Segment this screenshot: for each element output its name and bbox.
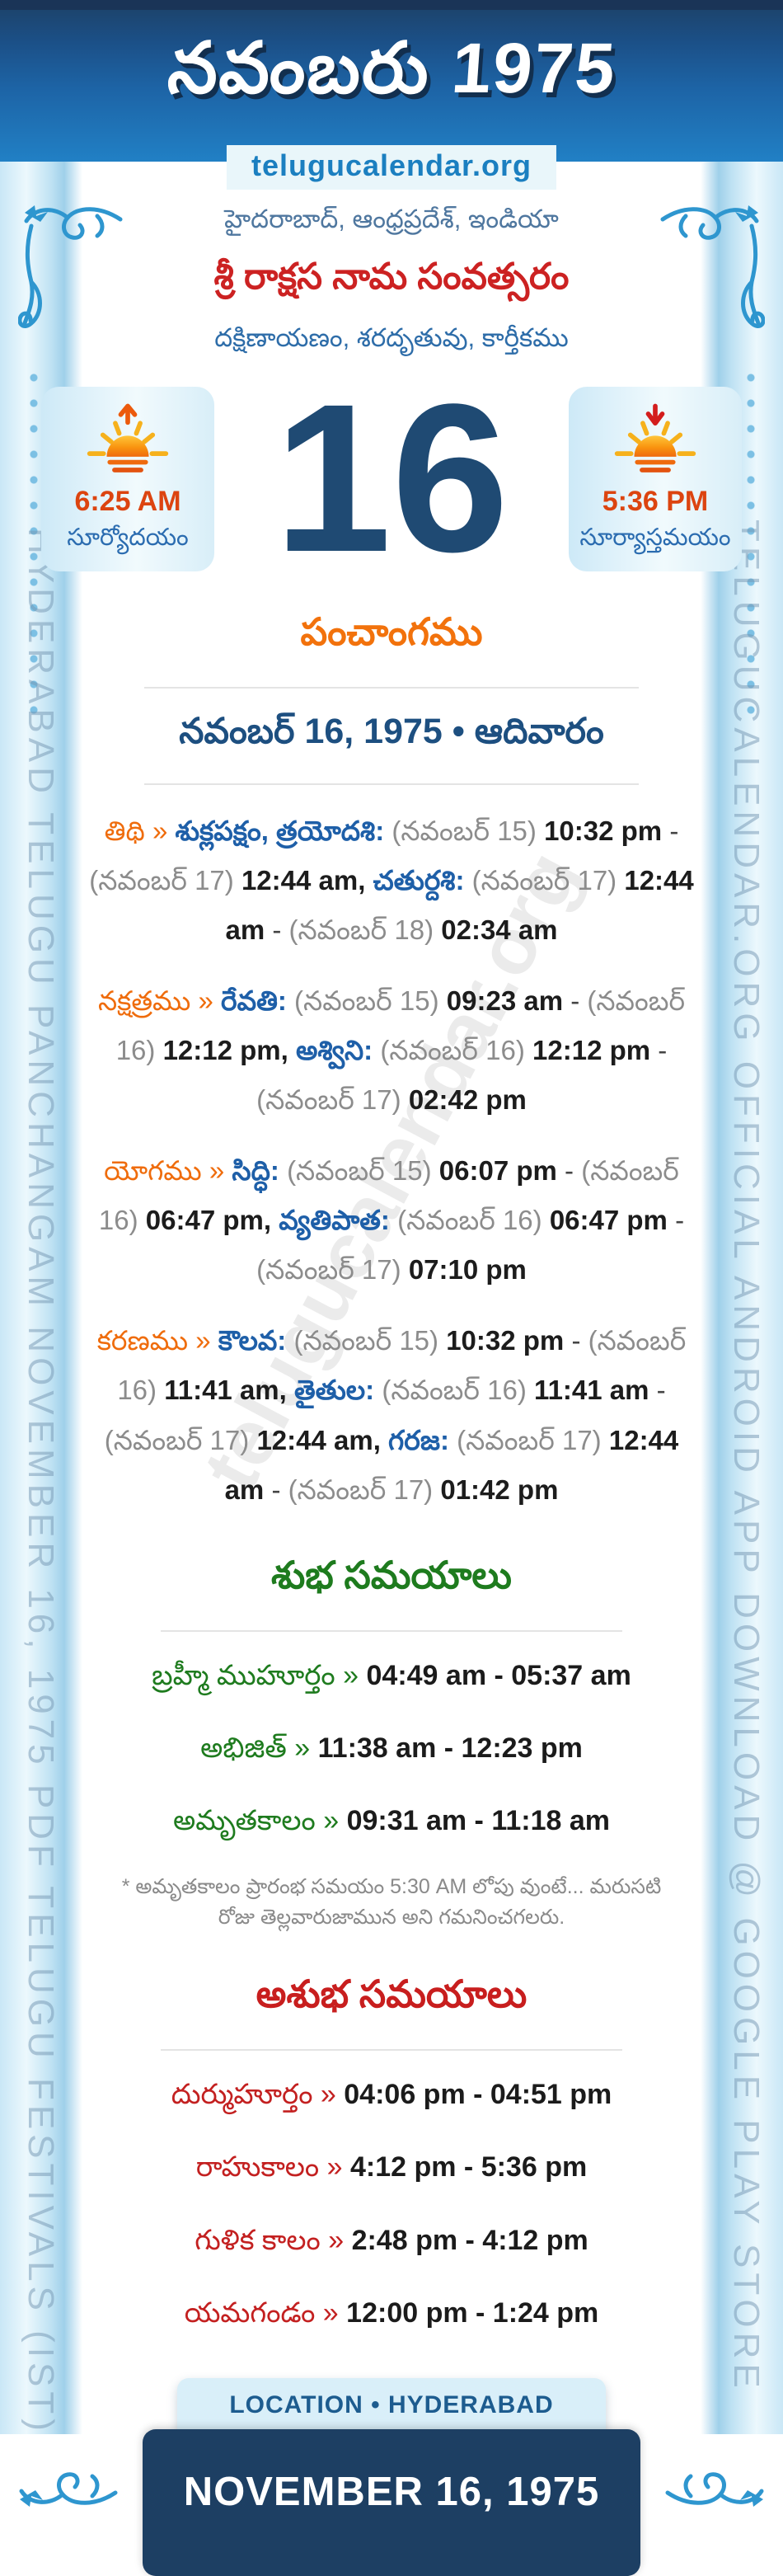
divider bbox=[161, 2048, 622, 2051]
karanam-label: కరణము bbox=[96, 1325, 189, 1356]
panchang-item-karanam: కరణము » కౌలవ: (నవంబర్ 15) 10:32 pm - (నవ… bbox=[89, 1316, 694, 1514]
sunset-icon bbox=[614, 403, 696, 472]
ashubha-time: 04:06 pm - 04:51 pm bbox=[344, 2078, 612, 2110]
shubha-heading: శుభ సమయాలు bbox=[271, 1553, 512, 1596]
left-margin-caption: HYDERABAD TELUGU PANCHANGAM NOVEMBER 16,… bbox=[21, 528, 61, 2436]
sunrise-label: సూర్యోదయం bbox=[67, 524, 189, 551]
panchangam-date-line: నవంబర్ 16, 1975 • ఆదివారం bbox=[179, 712, 604, 751]
shubha-label: బ్రహ్మీ ముహూర్తం bbox=[152, 1659, 335, 1691]
separator: » bbox=[328, 2224, 345, 2256]
separator: » bbox=[326, 2151, 343, 2183]
ashubha-item: దుర్ముహూర్తం » 04:06 pm - 04:51 pm bbox=[82, 2072, 701, 2117]
sunset-time: 5:36 PM bbox=[602, 485, 709, 517]
divider bbox=[144, 783, 639, 785]
yogam-label: యోగము bbox=[104, 1155, 202, 1187]
separator: » bbox=[343, 1659, 359, 1691]
sunrise-card: 6:25 AM సూర్యోదయం bbox=[41, 387, 214, 571]
corner-flourish-icon bbox=[660, 205, 765, 328]
tithi-label: తిథి bbox=[104, 816, 145, 846]
panchang-item-yogam: యోగము » సిద్ధి: (నవంబర్ 15) 06:07 pm - (… bbox=[89, 1146, 694, 1295]
sunrise-icon bbox=[87, 403, 169, 472]
panchang-item-nakshatram: నక్షత్రము » రేవతి: (నవంబర్ 15) 09:23 am … bbox=[89, 976, 694, 1125]
amrutakalam-note: * అమృతకాలం ప్రారంభ సమయం 5:30 AM లోపు వుం… bbox=[121, 1874, 662, 1930]
separator: » bbox=[320, 2078, 336, 2110]
shubha-label: అభిజిత్ bbox=[200, 1732, 287, 1764]
site-link[interactable]: telugucalendar.org bbox=[226, 145, 557, 190]
separator: » bbox=[209, 1155, 225, 1187]
page-title: నవంబరు 1975 bbox=[165, 29, 619, 108]
header-banner: నవంబరు 1975 bbox=[0, 0, 783, 162]
dotted-border bbox=[747, 373, 755, 727]
separator: » bbox=[322, 2296, 339, 2329]
ashubha-time: 2:48 pm - 4:12 pm bbox=[351, 2224, 588, 2256]
shubha-time: 09:31 am - 11:18 am bbox=[346, 1805, 610, 1837]
date-number: 16 bbox=[274, 360, 509, 597]
ashubha-time: 12:00 pm - 1:24 pm bbox=[346, 2296, 599, 2329]
footer-date-bar: NOVEMBER 16, 1975 bbox=[143, 2429, 640, 2576]
samvatsaram-line: శ్రీ రాక్షస నామ సంవత్సరం bbox=[213, 256, 570, 297]
day-row: 6:25 AM సూర్యోదయం 16 5 bbox=[41, 360, 742, 597]
ashubha-label: యమగండం bbox=[184, 2296, 316, 2329]
ashubha-label: దుర్ముహూర్తం bbox=[171, 2078, 313, 2110]
dotted-border bbox=[30, 373, 38, 727]
shubha-label: అమృతకాలం bbox=[173, 1805, 316, 1837]
shubha-item: బ్రహ్మీ ముహూర్తం » 04:49 am - 05:37 am bbox=[82, 1653, 701, 1698]
corner-flourish-icon bbox=[18, 205, 123, 328]
nakshatram-value: రేవతి: (నవంబర్ 15) 09:23 am - (నవంబర్ 16… bbox=[115, 985, 686, 1116]
main-content: హైదరాబాద్, ఆంధ్రప్రదేశ్, ఇండియా శ్రీ రాక… bbox=[41, 183, 742, 2576]
divider bbox=[144, 687, 639, 689]
sunset-label: సూర్యాస్తమయం bbox=[579, 524, 731, 551]
shubha-time: 11:38 am - 12:23 pm bbox=[317, 1732, 583, 1764]
ashubha-item: రాహుకాలం » 4:12 pm - 5:36 pm bbox=[82, 2145, 701, 2189]
right-margin-caption: TELUGUCALENDAR.ORG OFFICIAL ANDROID APP … bbox=[726, 519, 767, 2393]
footer: LOCATION • HYDERABAD NOVEMBER 16, 1975 bbox=[82, 2378, 701, 2576]
ayana-line: దక్షిణాయణం, శరదృతువు, కార్తీకము bbox=[214, 323, 569, 352]
shubha-item: అభిజిత్ » 11:38 am - 12:23 pm bbox=[82, 1726, 701, 1770]
nakshatram-label: నక్షత్రము bbox=[97, 985, 191, 1017]
divider bbox=[161, 1629, 622, 1632]
separator: » bbox=[294, 1732, 311, 1764]
ashubha-item: గుళిక కాలం » 2:48 pm - 4:12 pm bbox=[82, 2218, 701, 2263]
sunrise-time: 6:25 AM bbox=[74, 485, 181, 517]
panchangam-heading: పంచాంగము bbox=[300, 610, 483, 653]
separator: » bbox=[152, 816, 168, 846]
separator: » bbox=[195, 1325, 211, 1356]
separator: » bbox=[323, 1805, 340, 1837]
yogam-value: సిద్ధి: (నవంబర్ 15) 06:07 pm - (నవంబర్ 1… bbox=[98, 1155, 685, 1286]
separator: » bbox=[198, 985, 213, 1017]
flourish-leaf bbox=[25, 205, 48, 222]
ashubha-item: యమగండం » 12:00 pm - 1:24 pm bbox=[82, 2291, 701, 2335]
ashubha-label: రాహుకాలం bbox=[195, 2151, 320, 2183]
karanam-value: కౌలవ: (నవంబర్ 15) 10:32 pm - (నవంబర్ 16)… bbox=[104, 1325, 687, 1505]
location-line: హైదరాబాద్, ఆంధ్రప్రదేశ్, ఇండియా bbox=[224, 204, 559, 233]
tithi-value: శుక్లపక్షం, త్రయోదశి: (నవంబర్ 15) 10:32 … bbox=[89, 816, 694, 946]
panchang-item-tithi: తిథి » శుక్లపక్షం, త్రయోదశి: (నవంబర్ 15)… bbox=[89, 806, 694, 955]
ashubha-label: గుళిక కాలం bbox=[195, 2224, 321, 2256]
shubha-time: 04:49 am - 05:37 am bbox=[366, 1659, 631, 1691]
shubha-item: అమృతకాలం » 09:31 am - 11:18 am bbox=[82, 1798, 701, 1843]
sunset-card: 5:36 PM సూర్యాస్తమయం bbox=[569, 387, 742, 571]
ashubha-heading: అశుభ సమయాలు bbox=[256, 1972, 527, 2015]
ashubha-time: 4:12 pm - 5:36 pm bbox=[349, 2151, 588, 2183]
